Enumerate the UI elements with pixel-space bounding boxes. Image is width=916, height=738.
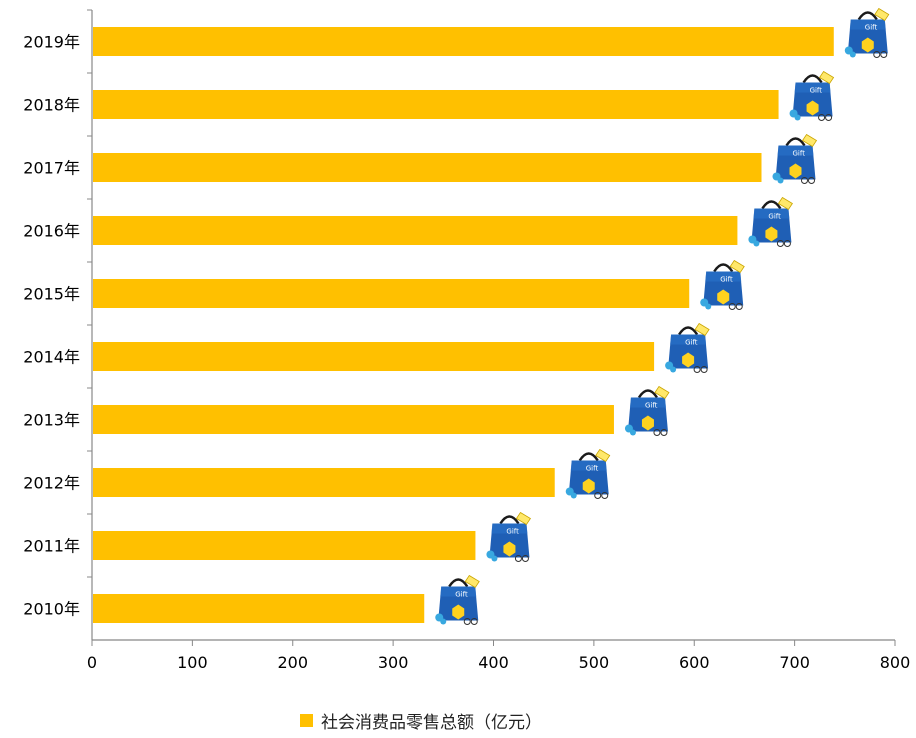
- shopping-bag-icon: [564, 448, 611, 500]
- y-tick-label: 2015年: [23, 285, 80, 304]
- x-tick-label: 500: [579, 653, 610, 672]
- shopping-bag-icon: [843, 7, 891, 59]
- x-tick-label: 600: [679, 653, 710, 672]
- x-tick-label: 100: [177, 653, 208, 672]
- y-tick-label: 2018年: [23, 96, 80, 115]
- bar-2018年: [93, 90, 779, 119]
- bar-2013年: [93, 405, 614, 434]
- x-tick-label: 700: [779, 653, 810, 672]
- bar-2010年: [93, 594, 425, 623]
- bar-2015年: [93, 279, 690, 308]
- shopping-bag-icon: [623, 385, 671, 437]
- shopping-bag-icon: [485, 511, 532, 563]
- x-tick-label: 300: [378, 653, 409, 672]
- y-tick-label: 2014年: [23, 348, 80, 367]
- axis-layer: 2019年 2018年 2017年 2016年 2015年 2014年 2013年 2012年…: [23, 9, 911, 672]
- bar-2019年: [93, 27, 834, 56]
- y-tick-label: 2013年: [23, 411, 80, 430]
- bar-2011年: [93, 531, 476, 560]
- shopping-bag-icon: [663, 322, 711, 374]
- bars-layer: [93, 27, 834, 623]
- bar-2012年: [93, 468, 555, 497]
- shopping-bag-icon: [788, 70, 835, 122]
- y-tick-label: 2010年: [23, 600, 80, 619]
- bar-2017年: [93, 153, 762, 182]
- shopping-bag-icon: [747, 196, 794, 248]
- legend: 社会消费品零售总额（亿元）: [300, 708, 542, 733]
- y-tick-label: 2016年: [23, 222, 80, 241]
- shopping-bag-icon: [771, 133, 818, 185]
- legend-label: 社会消费品零售总额（亿元）: [321, 713, 542, 733]
- bar-2014年: [93, 342, 655, 371]
- bar-2016年: [93, 216, 738, 245]
- legend-swatch: [300, 714, 313, 727]
- y-tick-label: 2017年: [23, 159, 80, 178]
- x-tick-label: 0: [87, 653, 97, 672]
- y-tick-label: 2019年: [23, 33, 80, 52]
- x-tick-label: 800: [880, 653, 911, 672]
- y-tick-label: 2011年: [23, 537, 80, 556]
- x-tick-label: 400: [478, 653, 509, 672]
- x-tick-label: 200: [277, 653, 308, 672]
- y-tick-label: 2012年: [23, 474, 80, 493]
- shopping-bag-icon: [698, 259, 746, 311]
- shopping-bag-icon: [433, 574, 481, 626]
